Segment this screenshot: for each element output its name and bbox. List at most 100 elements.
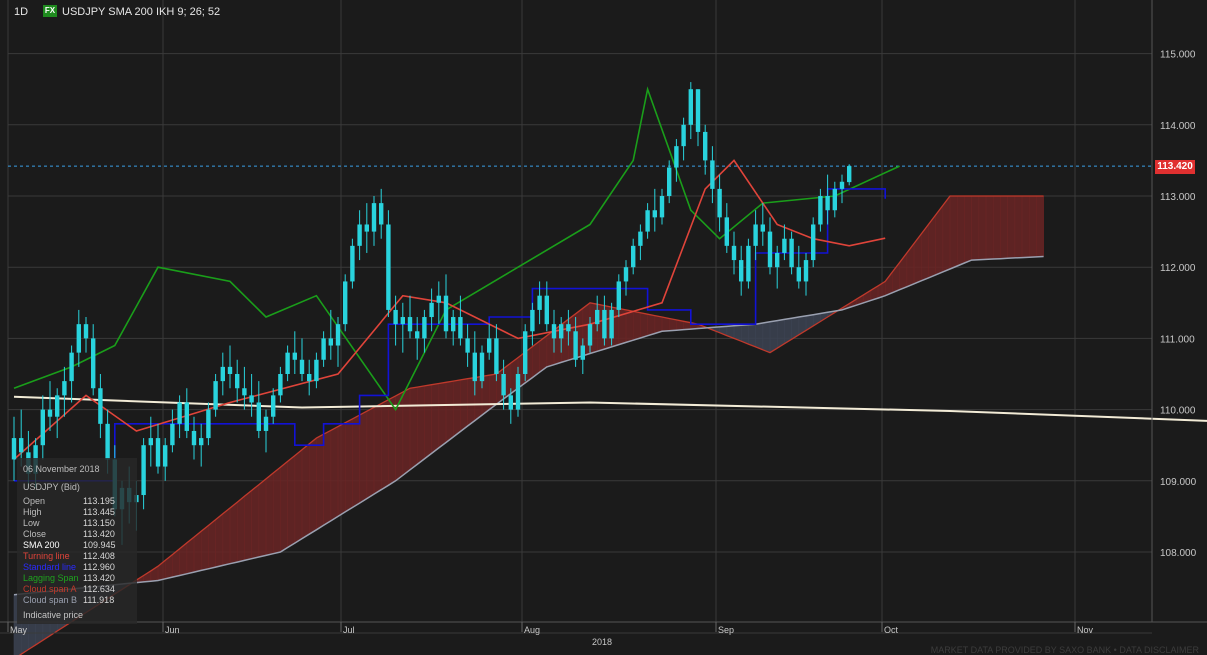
- candle-body: [796, 267, 801, 282]
- cloud-segment: [1021, 195, 1030, 258]
- candle-body: [695, 89, 701, 132]
- candle-body: [465, 338, 470, 353]
- candle-body: [652, 210, 657, 218]
- year-label: 2018: [592, 637, 612, 647]
- info-row-label: Cloud span B: [23, 595, 78, 605]
- candle-body: [623, 267, 629, 282]
- info-row-label: Cloud span A: [23, 584, 77, 594]
- cloud-segment: [380, 399, 389, 491]
- cloud-segment: [661, 316, 670, 332]
- candle-body: [451, 317, 456, 332]
- cloud-segment: [928, 214, 936, 279]
- cloud-segment: [344, 418, 353, 513]
- price-tick-label: 114.000: [1160, 121, 1196, 132]
- candle-body: [271, 395, 276, 417]
- candle-body: [213, 381, 218, 410]
- cloud-segment: [373, 403, 382, 495]
- info-row-value: 112.408: [83, 551, 115, 561]
- candle-body: [767, 231, 773, 268]
- candle-body: [631, 245, 636, 268]
- candle-body: [508, 395, 513, 410]
- candle-body: [832, 188, 837, 211]
- candle-body: [580, 345, 585, 360]
- candle-body: [206, 409, 211, 439]
- candle-body: [299, 359, 305, 374]
- candle-body: [343, 281, 348, 325]
- info-row-label: Low: [23, 518, 40, 528]
- candle-body: [645, 210, 650, 232]
- info-row: Lagging Span 113.420: [23, 573, 133, 584]
- candle-body: [595, 309, 600, 325]
- candle-body: [422, 317, 427, 339]
- candle-body: [314, 359, 319, 382]
- info-row-label: Turning line: [23, 551, 70, 561]
- data-credit[interactable]: MARKET DATA PROVIDED BY SAXO BANK • DATA…: [930, 645, 1199, 655]
- info-row: Standard line 112.960: [23, 562, 133, 573]
- candle-body: [825, 196, 830, 211]
- candle-body: [379, 203, 384, 225]
- cloud-segment: [301, 443, 310, 540]
- price-tick-label: 110.000: [1160, 406, 1196, 417]
- candle-body: [782, 238, 787, 253]
- cloud-segment: [215, 513, 224, 568]
- candle-body: [515, 374, 521, 410]
- info-footer: Indicative price: [23, 610, 84, 620]
- candle-body: [746, 245, 751, 282]
- cloud-segment: [625, 309, 634, 343]
- cloud-segment: [949, 195, 958, 270]
- candle-body: [321, 338, 326, 360]
- cloud-segment: [956, 195, 965, 267]
- candle-body: [731, 245, 737, 261]
- candle-body: [839, 181, 845, 189]
- info-row: Low 113.150: [23, 518, 133, 529]
- cloud-segment: [280, 460, 288, 553]
- candle-body: [393, 309, 398, 325]
- info-row-value: 113.150: [83, 518, 115, 528]
- timeframe-label[interactable]: 1D: [14, 6, 29, 18]
- candle-body: [407, 317, 413, 332]
- standard-line: [14, 188, 887, 482]
- month-label: Aug: [524, 625, 540, 635]
- candle-body: [775, 252, 780, 268]
- info-row-label: Standard line: [23, 562, 77, 572]
- cloud-segment: [265, 472, 274, 556]
- candle-body: [638, 231, 643, 246]
- month-label: Nov: [1077, 625, 1094, 635]
- info-panel: 06 November 2018 USDJPY (Bid) Open 113.19…: [17, 458, 137, 624]
- info-row: Close 113.420: [23, 529, 133, 540]
- info-row-value: 113.445: [83, 507, 115, 517]
- cloud-segment: [539, 335, 548, 373]
- info-row: Cloud span B 111.918: [23, 595, 133, 606]
- candle-body: [163, 445, 168, 467]
- cloud-segment: [416, 385, 425, 465]
- cloud-segment: [942, 195, 951, 273]
- cloud-segment: [1036, 195, 1044, 258]
- month-label: Oct: [884, 625, 899, 635]
- info-row-label: SMA 200: [23, 540, 60, 550]
- candle-body: [753, 224, 758, 246]
- cloud-segment: [445, 380, 454, 444]
- candle-body: [11, 438, 17, 460]
- candle-body: [199, 438, 204, 446]
- candle-body: [703, 131, 708, 161]
- candle-body: [220, 366, 225, 382]
- cloud-segment: [971, 195, 980, 261]
- cloud-segment: [193, 530, 202, 573]
- cloud-segment: [236, 495, 245, 563]
- candle-body: [458, 317, 463, 339]
- price-tick-label: 112.000: [1160, 263, 1196, 274]
- candle-body: [83, 324, 89, 339]
- cloud-segment: [402, 387, 411, 476]
- candle-body: [364, 224, 369, 232]
- last-price-label: 113.420: [1155, 160, 1195, 174]
- candle-body: [789, 238, 794, 268]
- cloud-segment: [654, 315, 663, 334]
- candle-body: [710, 160, 715, 189]
- candle-body: [494, 338, 499, 374]
- candle-body: [436, 295, 441, 303]
- cloud-segment: [755, 322, 764, 351]
- candle-body: [98, 388, 103, 424]
- price-tick-label: 108.000: [1160, 548, 1197, 559]
- candle-body: [537, 295, 542, 310]
